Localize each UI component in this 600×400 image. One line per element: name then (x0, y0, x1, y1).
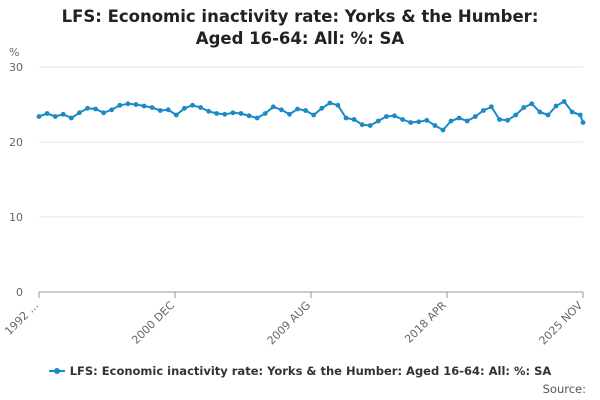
y-tick-label: 20 (9, 136, 23, 149)
data-point (472, 114, 478, 119)
data-point (214, 111, 220, 116)
data-point (335, 102, 341, 108)
data-point (44, 111, 50, 116)
data-point (359, 122, 365, 128)
x-tick-label: 2000 DEC (129, 299, 177, 347)
y-tick-label: 0 (16, 286, 23, 299)
data-point (580, 120, 586, 125)
axes: 0 10 20 30% 1992 ... 2000 DEC 2009 AUG 2018 APR… (2, 46, 585, 348)
data-point (222, 111, 228, 117)
data-point (537, 109, 543, 115)
y-tick-label: 30 (9, 61, 23, 74)
source-label: Source: (542, 382, 586, 396)
data-point (238, 111, 244, 116)
data-point (561, 99, 567, 104)
data-point (77, 110, 82, 116)
data-point (149, 105, 155, 110)
data-point (351, 117, 357, 122)
data-point (125, 101, 131, 107)
data-point (448, 118, 454, 124)
legend-line-marker-icon (48, 366, 65, 376)
data-point (93, 106, 98, 112)
data-point (424, 117, 430, 123)
data-point (182, 105, 187, 111)
data-point (52, 114, 58, 119)
data-point (367, 123, 373, 128)
data-point (230, 110, 236, 116)
data-point (521, 105, 527, 110)
x-tick-label: 2018 APR (402, 299, 449, 346)
data-point (254, 115, 260, 121)
data-point (481, 108, 486, 113)
data-point (456, 115, 462, 121)
y-tick-label: 10 (9, 211, 23, 224)
data-point (375, 118, 381, 124)
data-point (198, 105, 204, 110)
data-point (295, 106, 300, 112)
data-point (319, 105, 325, 111)
data-point (432, 123, 438, 128)
data-point (311, 112, 317, 118)
data-point (553, 103, 559, 109)
data-point (416, 119, 422, 125)
data-point (190, 102, 195, 108)
data-point (109, 107, 115, 113)
legend[interactable]: LFS: Economic inactivity rate: Yorks & t… (30, 364, 570, 378)
data-point (505, 117, 510, 123)
gridlines (39, 66, 583, 293)
legend-series-label: LFS: Economic inactivity rate: Yorks & t… (69, 364, 552, 378)
x-tick-label: 1992 ... (2, 299, 41, 338)
data-point (327, 100, 333, 106)
data-point (464, 118, 470, 124)
data-point (173, 112, 179, 118)
data-point (246, 113, 252, 119)
x-tick-label: 2025 NOV (537, 299, 586, 348)
data-point (117, 102, 123, 108)
data-point (165, 107, 171, 113)
data-point (545, 112, 551, 118)
data-point (133, 102, 139, 107)
data-point (85, 105, 90, 111)
data-point (36, 114, 42, 119)
data-point (60, 111, 66, 117)
data-point (384, 114, 389, 119)
data-point (343, 115, 349, 121)
data-point (408, 120, 413, 125)
data-point (270, 104, 276, 110)
chart-title: LFS: Economic inactivity rate: Yorks & t… (61, 7, 539, 48)
data-point (303, 108, 308, 113)
data-point (440, 127, 446, 133)
data-point (569, 109, 575, 115)
data-point (68, 115, 74, 121)
series-layer (36, 99, 586, 133)
data-point (577, 112, 583, 118)
data-point (392, 113, 397, 119)
data-point (287, 111, 292, 117)
data-point (262, 111, 268, 116)
data-point (529, 101, 535, 107)
data-point (497, 117, 502, 122)
x-tick-label: 2009 AUG (265, 299, 314, 348)
data-point (141, 103, 147, 109)
data-point (206, 108, 212, 114)
data-point (279, 107, 284, 113)
data-point (400, 117, 405, 122)
data-point (101, 110, 106, 116)
y-axis-unit-label: % (9, 46, 19, 59)
data-point (157, 108, 163, 113)
data-point (513, 112, 519, 118)
data-point (489, 104, 494, 110)
